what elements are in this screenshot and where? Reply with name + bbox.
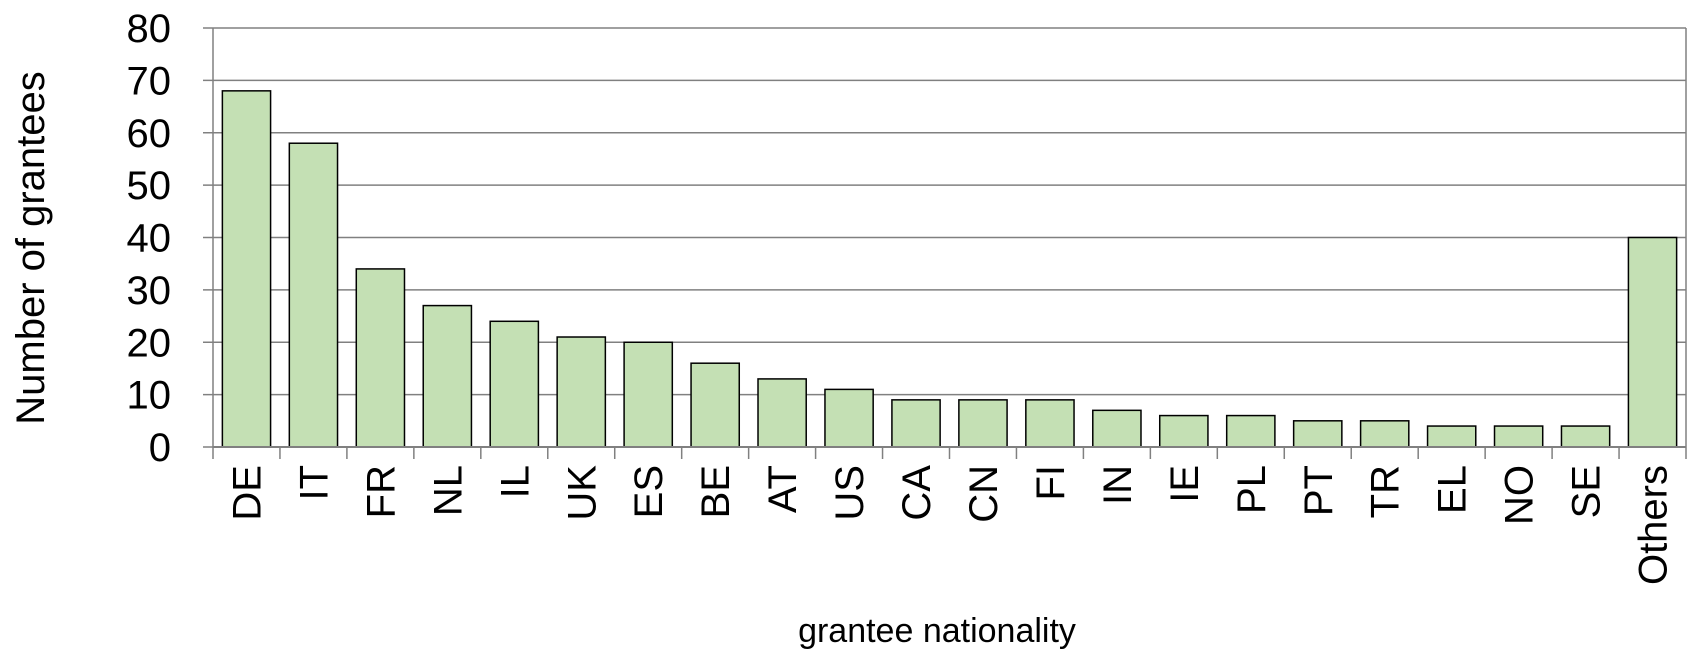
bar-at bbox=[757, 378, 807, 448]
y-tick-label: 20 bbox=[127, 321, 172, 365]
y-tick-label: 60 bbox=[127, 112, 172, 156]
bar-es bbox=[623, 341, 674, 448]
bar-cn bbox=[958, 399, 1008, 448]
bar-no bbox=[1493, 425, 1544, 448]
x-tick-label: DE bbox=[225, 465, 269, 521]
x-tick-label: UK bbox=[560, 465, 604, 521]
bar-in bbox=[1092, 409, 1142, 448]
bar-de bbox=[221, 90, 272, 448]
y-tick-label: 40 bbox=[127, 217, 172, 261]
x-tick-label: PT bbox=[1297, 465, 1341, 516]
bar-fr bbox=[355, 268, 406, 448]
x-tick-label: BE bbox=[694, 465, 738, 518]
bars bbox=[221, 90, 1678, 448]
x-tick-label: CN bbox=[962, 465, 1006, 523]
x-tick-label: IL bbox=[493, 465, 537, 498]
x-tick-label: ES bbox=[627, 465, 671, 518]
y-tick-label: 50 bbox=[127, 164, 172, 208]
axes bbox=[203, 27, 1687, 459]
x-tick-label: IE bbox=[1163, 465, 1207, 503]
x-tick-label: PL bbox=[1230, 465, 1274, 514]
bar-us bbox=[824, 388, 874, 448]
y-tick-label: 10 bbox=[127, 374, 172, 418]
bar-il bbox=[489, 320, 540, 448]
x-tick-label: NL bbox=[426, 465, 470, 516]
y-axis-label: Number of grantees bbox=[9, 71, 53, 425]
bar-ca bbox=[891, 399, 941, 448]
bar-pl bbox=[1225, 414, 1276, 448]
y-tick-label: 80 bbox=[127, 7, 172, 51]
x-tick-label: FI bbox=[1029, 465, 1073, 501]
x-tick-label: NO bbox=[1498, 465, 1542, 525]
x-tick-labels: DE IT FR NL IL UK ES BE AT US CA CN FI IN IE PL PT TR EL NO… bbox=[225, 465, 1675, 585]
bar-ie bbox=[1158, 414, 1209, 448]
x-tick-label: CA bbox=[895, 465, 939, 521]
y-tick-label: 0 bbox=[149, 426, 171, 470]
x-axis-label: grantee nationality bbox=[798, 612, 1076, 650]
bar-tr bbox=[1359, 420, 1410, 448]
x-tick-label: AT bbox=[761, 465, 805, 513]
x-tick-label: IT bbox=[292, 465, 336, 501]
bar-el bbox=[1426, 425, 1477, 448]
bar-nl bbox=[422, 304, 473, 448]
bar-be bbox=[690, 362, 741, 448]
x-tick-label: US bbox=[828, 465, 872, 521]
y-tick-labels: 0 10 20 30 40 50 60 70 80 bbox=[127, 7, 172, 470]
bar-uk bbox=[556, 336, 607, 448]
x-tick-label: SE bbox=[1565, 465, 1609, 518]
x-tick-label: Others bbox=[1632, 465, 1676, 585]
x-tick-label: EL bbox=[1431, 465, 1475, 514]
bar-others bbox=[1627, 236, 1678, 448]
y-tick-label: 70 bbox=[127, 59, 172, 103]
y-tick-label: 30 bbox=[127, 269, 172, 313]
bar-fi bbox=[1025, 399, 1075, 448]
bar-pt bbox=[1292, 420, 1343, 448]
x-tick-label: TR bbox=[1364, 465, 1408, 518]
x-tick-label: IN bbox=[1096, 465, 1140, 505]
bar-se bbox=[1560, 425, 1611, 448]
x-tick-label: FR bbox=[359, 465, 403, 518]
bar-it bbox=[288, 142, 339, 448]
